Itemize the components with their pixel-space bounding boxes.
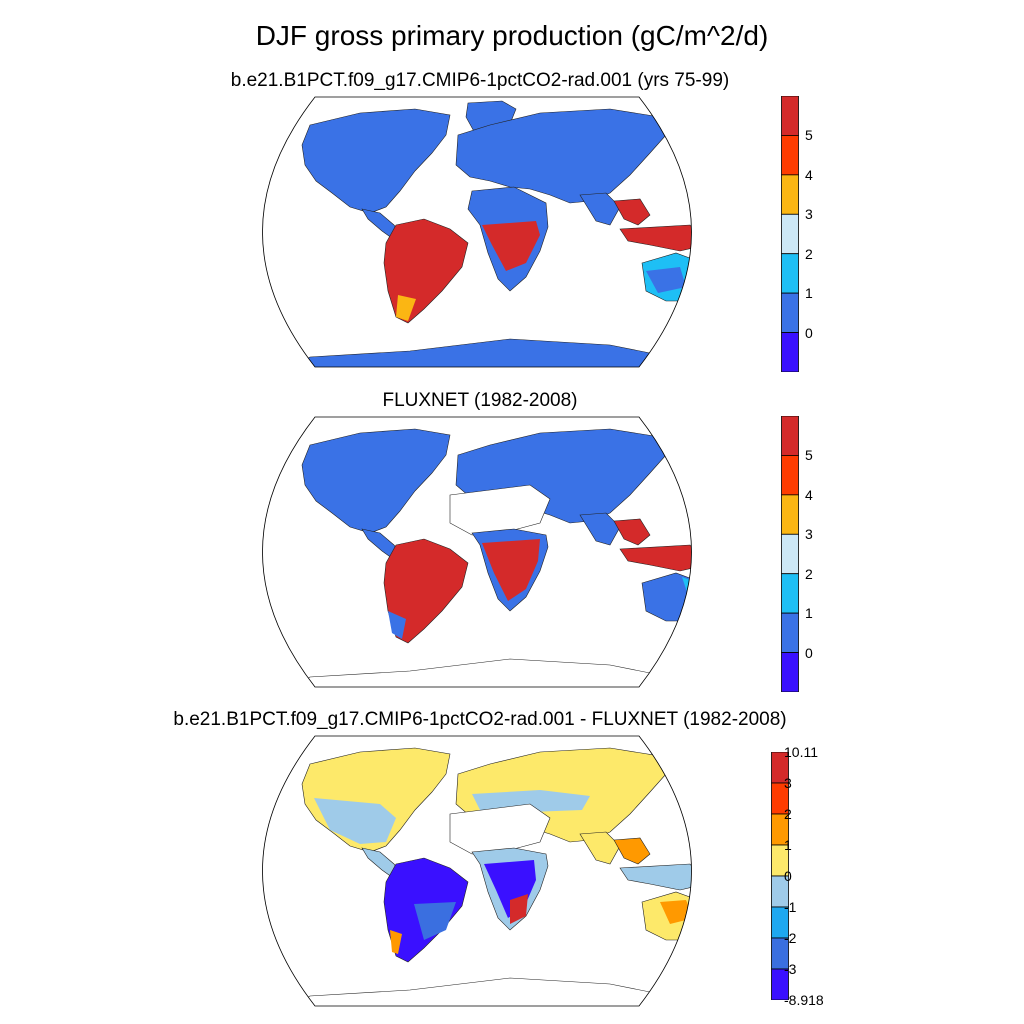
- colorbar-swatch: [781, 253, 799, 294]
- colorbar-label: 0: [805, 644, 813, 661]
- colorbar-swatch: [781, 455, 799, 496]
- colorbar-label: 4: [805, 486, 813, 503]
- colorbar-label: 0: [805, 324, 813, 341]
- colorbar-swatch: [781, 573, 799, 614]
- colorbar-swatch: [781, 135, 799, 176]
- colorbar-swatch: [771, 968, 789, 1000]
- colorbar-swatch: [781, 332, 799, 372]
- panel-1-land: [288, 100, 692, 367]
- colorbar-label: -3: [784, 961, 797, 977]
- colorbar-label: 2: [784, 806, 792, 822]
- colorbar-swatch: [781, 96, 799, 136]
- colorbar-label: 5: [805, 447, 813, 464]
- panel-3-land: [288, 747, 692, 1006]
- panel-2-colorbar: [781, 416, 799, 692]
- colorbar-label: 1: [805, 285, 813, 302]
- colorbar-label: 5: [805, 127, 813, 144]
- panel-2-map: [262, 416, 692, 688]
- colorbar-label: 3: [805, 206, 813, 223]
- panel-3-map: [262, 735, 692, 1007]
- colorbar-label: 1: [784, 837, 792, 853]
- panel-3-colorbar: [771, 752, 789, 1000]
- colorbar-label: 3: [805, 526, 813, 543]
- colorbar-swatch: [781, 174, 799, 215]
- colorbar-label: 0: [784, 868, 792, 884]
- panel-2-title: FLUXNET (1982-2008): [382, 390, 578, 411]
- panel-1-title: b.e21.B1PCT.f09_g17.CMIP6-1pctCO2-rad.00…: [230, 70, 730, 91]
- colorbar-label: -8.918: [784, 992, 824, 1008]
- colorbar-swatch: [781, 533, 799, 575]
- colorbar-label: -2: [784, 930, 797, 946]
- colorbar-swatch: [781, 652, 799, 692]
- colorbar-label: 10.11: [784, 744, 818, 760]
- colorbar-label: 1: [805, 605, 813, 622]
- colorbar-swatch: [781, 213, 799, 255]
- colorbar-swatch: [781, 416, 799, 456]
- colorbar-label: -1: [784, 899, 797, 915]
- figure-title: DJF gross primary production (gC/m^2/d): [255, 20, 769, 51]
- colorbar-label: 4: [805, 166, 813, 183]
- colorbar-label: 2: [805, 565, 813, 582]
- colorbar-swatch: [781, 494, 799, 535]
- panel-2-land: [288, 428, 692, 687]
- colorbar-swatch: [781, 292, 799, 333]
- colorbar-label: 2: [805, 245, 813, 262]
- panel-1-colorbar: [781, 96, 799, 372]
- colorbar-swatch: [781, 612, 799, 653]
- colorbar-label: 3: [784, 775, 792, 791]
- panel-1-map: [262, 96, 692, 368]
- panel-3-title: b.e21.B1PCT.f09_g17.CMIP6-1pctCO2-rad.00…: [173, 709, 787, 730]
